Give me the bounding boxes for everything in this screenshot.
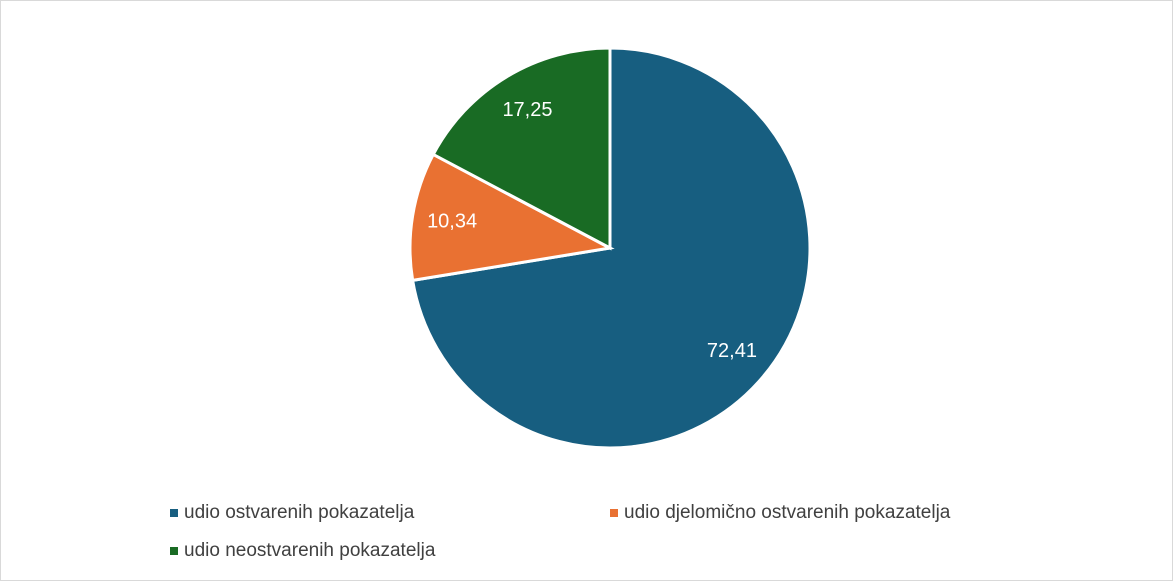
pie-slice: [408, 152, 615, 283]
pie-slice: [431, 46, 612, 251]
data-label: 10,34: [427, 210, 477, 232]
legend-label: udio ostvarenih pokazatelja: [184, 502, 415, 523]
legend-label: udio neostvarenih pokazatelja: [184, 540, 436, 561]
legend-swatch: [170, 547, 178, 555]
legend-swatch: [170, 509, 178, 517]
data-label: 72,41: [707, 340, 757, 362]
legend-label: udio djelomično ostvarenih pokazatelja: [624, 502, 951, 523]
legend-swatch: [610, 509, 618, 517]
data-label: 17,25: [502, 99, 552, 121]
